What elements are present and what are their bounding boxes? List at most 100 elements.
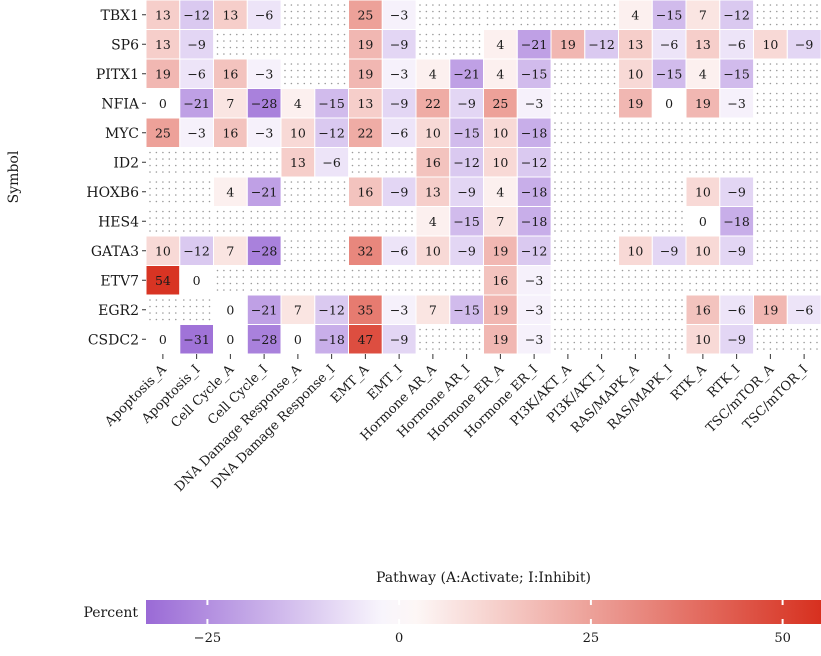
cell-value-label: 0 [159,96,167,111]
heatmap-cell [719,324,755,355]
cell-value-label: −3 [727,96,745,111]
heatmap-cells: 13 −12 13 −6 25 −3 4 −15 7 −12 13 −9 19 −9 4 −21 19 −12 13… [145,0,821,355]
cell-value-label: −15 [453,302,479,317]
empty-cell-dots [756,181,785,203]
empty-cell-dots [149,151,177,173]
empty-cell-dots [385,210,413,232]
empty-cell-dots [790,328,818,350]
color-legend: −25 0 25 50 [146,600,821,646]
cell-value-label: −12 [521,155,547,170]
cell-value-label: −6 [322,155,340,170]
cell-value-label: −9 [727,332,745,347]
cell-value-label: 10 [155,243,171,258]
heatmap-cell [381,58,417,89]
cell-value-label: −9 [390,184,408,199]
heatmap-cell [145,117,181,148]
heatmap-cell [719,88,755,119]
cell-value-label: −3 [390,66,408,81]
cell-value-label: 16 [492,273,508,288]
empty-cell-dots [554,4,582,26]
empty-cell-dots [588,328,616,350]
empty-cell-dots [250,151,278,173]
cell-value-label: −9 [795,37,813,52]
cell-value-label: −9 [457,243,475,258]
heatmap-cell [213,0,248,30]
empty-cell-dots [453,4,481,26]
empty-cell-dots [756,240,785,262]
empty-cell-dots [554,181,582,203]
heatmap-cell [179,324,215,355]
column-label: RTK_A [668,362,710,404]
cell-value-label: −21 [183,96,209,111]
heatmap-cell [516,29,552,60]
cell-value-label: −6 [390,125,408,140]
cell-value-label: 25 [492,96,508,111]
empty-cell-dots [216,269,245,291]
heatmap-cell [483,265,518,296]
empty-cell-dots [621,122,650,144]
cell-value-label: −18 [521,214,547,229]
cell-value-label: 16 [222,66,238,81]
empty-cell-dots [419,269,447,291]
cell-value-label: 13 [155,7,171,22]
heatmap-cell [516,88,552,119]
empty-cell-dots [250,269,278,291]
empty-cell-dots [318,181,346,203]
empty-cell-dots [554,92,582,114]
cell-value-label: −3 [255,125,273,140]
empty-cell-dots [554,151,582,173]
cell-value-label: −12 [521,243,547,258]
heatmap-cell [179,265,215,296]
heatmap-cell [280,88,316,119]
heatmap-cell [753,294,788,325]
y-axis-title: Symbol [6,150,22,203]
legend-tick-label: 50 [774,631,791,646]
cell-value-label: −3 [525,96,543,111]
heatmap-cell [314,88,350,119]
cell-value-label: 10 [425,243,441,258]
cell-value-label: 10 [492,125,508,140]
cell-value-label: −12 [183,7,209,22]
heatmap-cell [651,235,687,266]
empty-cell-dots [790,4,818,26]
cell-value-label: −15 [656,66,682,81]
row-label: MYC [105,126,139,142]
empty-cell-dots [453,33,481,55]
heatmap-cell [651,0,687,30]
cell-value-label: 0 [226,302,234,317]
cell-value-label: 4 [294,96,302,111]
cell-value-label: −6 [727,37,745,52]
empty-cell-dots [588,4,616,26]
empty-cell-dots [284,4,312,26]
heatmap-cell [145,265,181,296]
cell-value-label: −12 [318,125,344,140]
cell-value-label: −9 [187,37,205,52]
cell-value-label: −28 [251,96,277,111]
heatmap-cell [314,324,350,355]
heatmap-cell [246,0,282,30]
heatmap-cell [449,58,485,89]
empty-cell-dots [419,328,447,350]
cell-value-label: 25 [155,125,171,140]
empty-cell-dots [655,122,683,144]
heatmap-cell [348,294,383,325]
cell-value-label: 0 [226,332,234,347]
heatmap-cell [685,294,721,325]
empty-cell-dots [284,269,312,291]
cell-value-label: −6 [660,37,678,52]
heatmap-cell [415,58,451,89]
cell-value-label: −6 [187,66,205,81]
heatmap-cell [449,206,485,237]
empty-cell-dots [351,151,380,173]
heatmap-cell [280,147,316,178]
cell-value-label: −3 [525,332,543,347]
cell-value-label: 16 [222,125,238,140]
cell-value-label: 10 [290,125,306,140]
heatmap-cell [145,29,181,60]
cell-value-label: 7 [226,243,234,258]
cell-value-label: 22 [357,125,373,140]
heatmap-cell [381,324,417,355]
cell-value-label: −15 [521,66,547,81]
cell-value-label: 4 [699,66,707,81]
